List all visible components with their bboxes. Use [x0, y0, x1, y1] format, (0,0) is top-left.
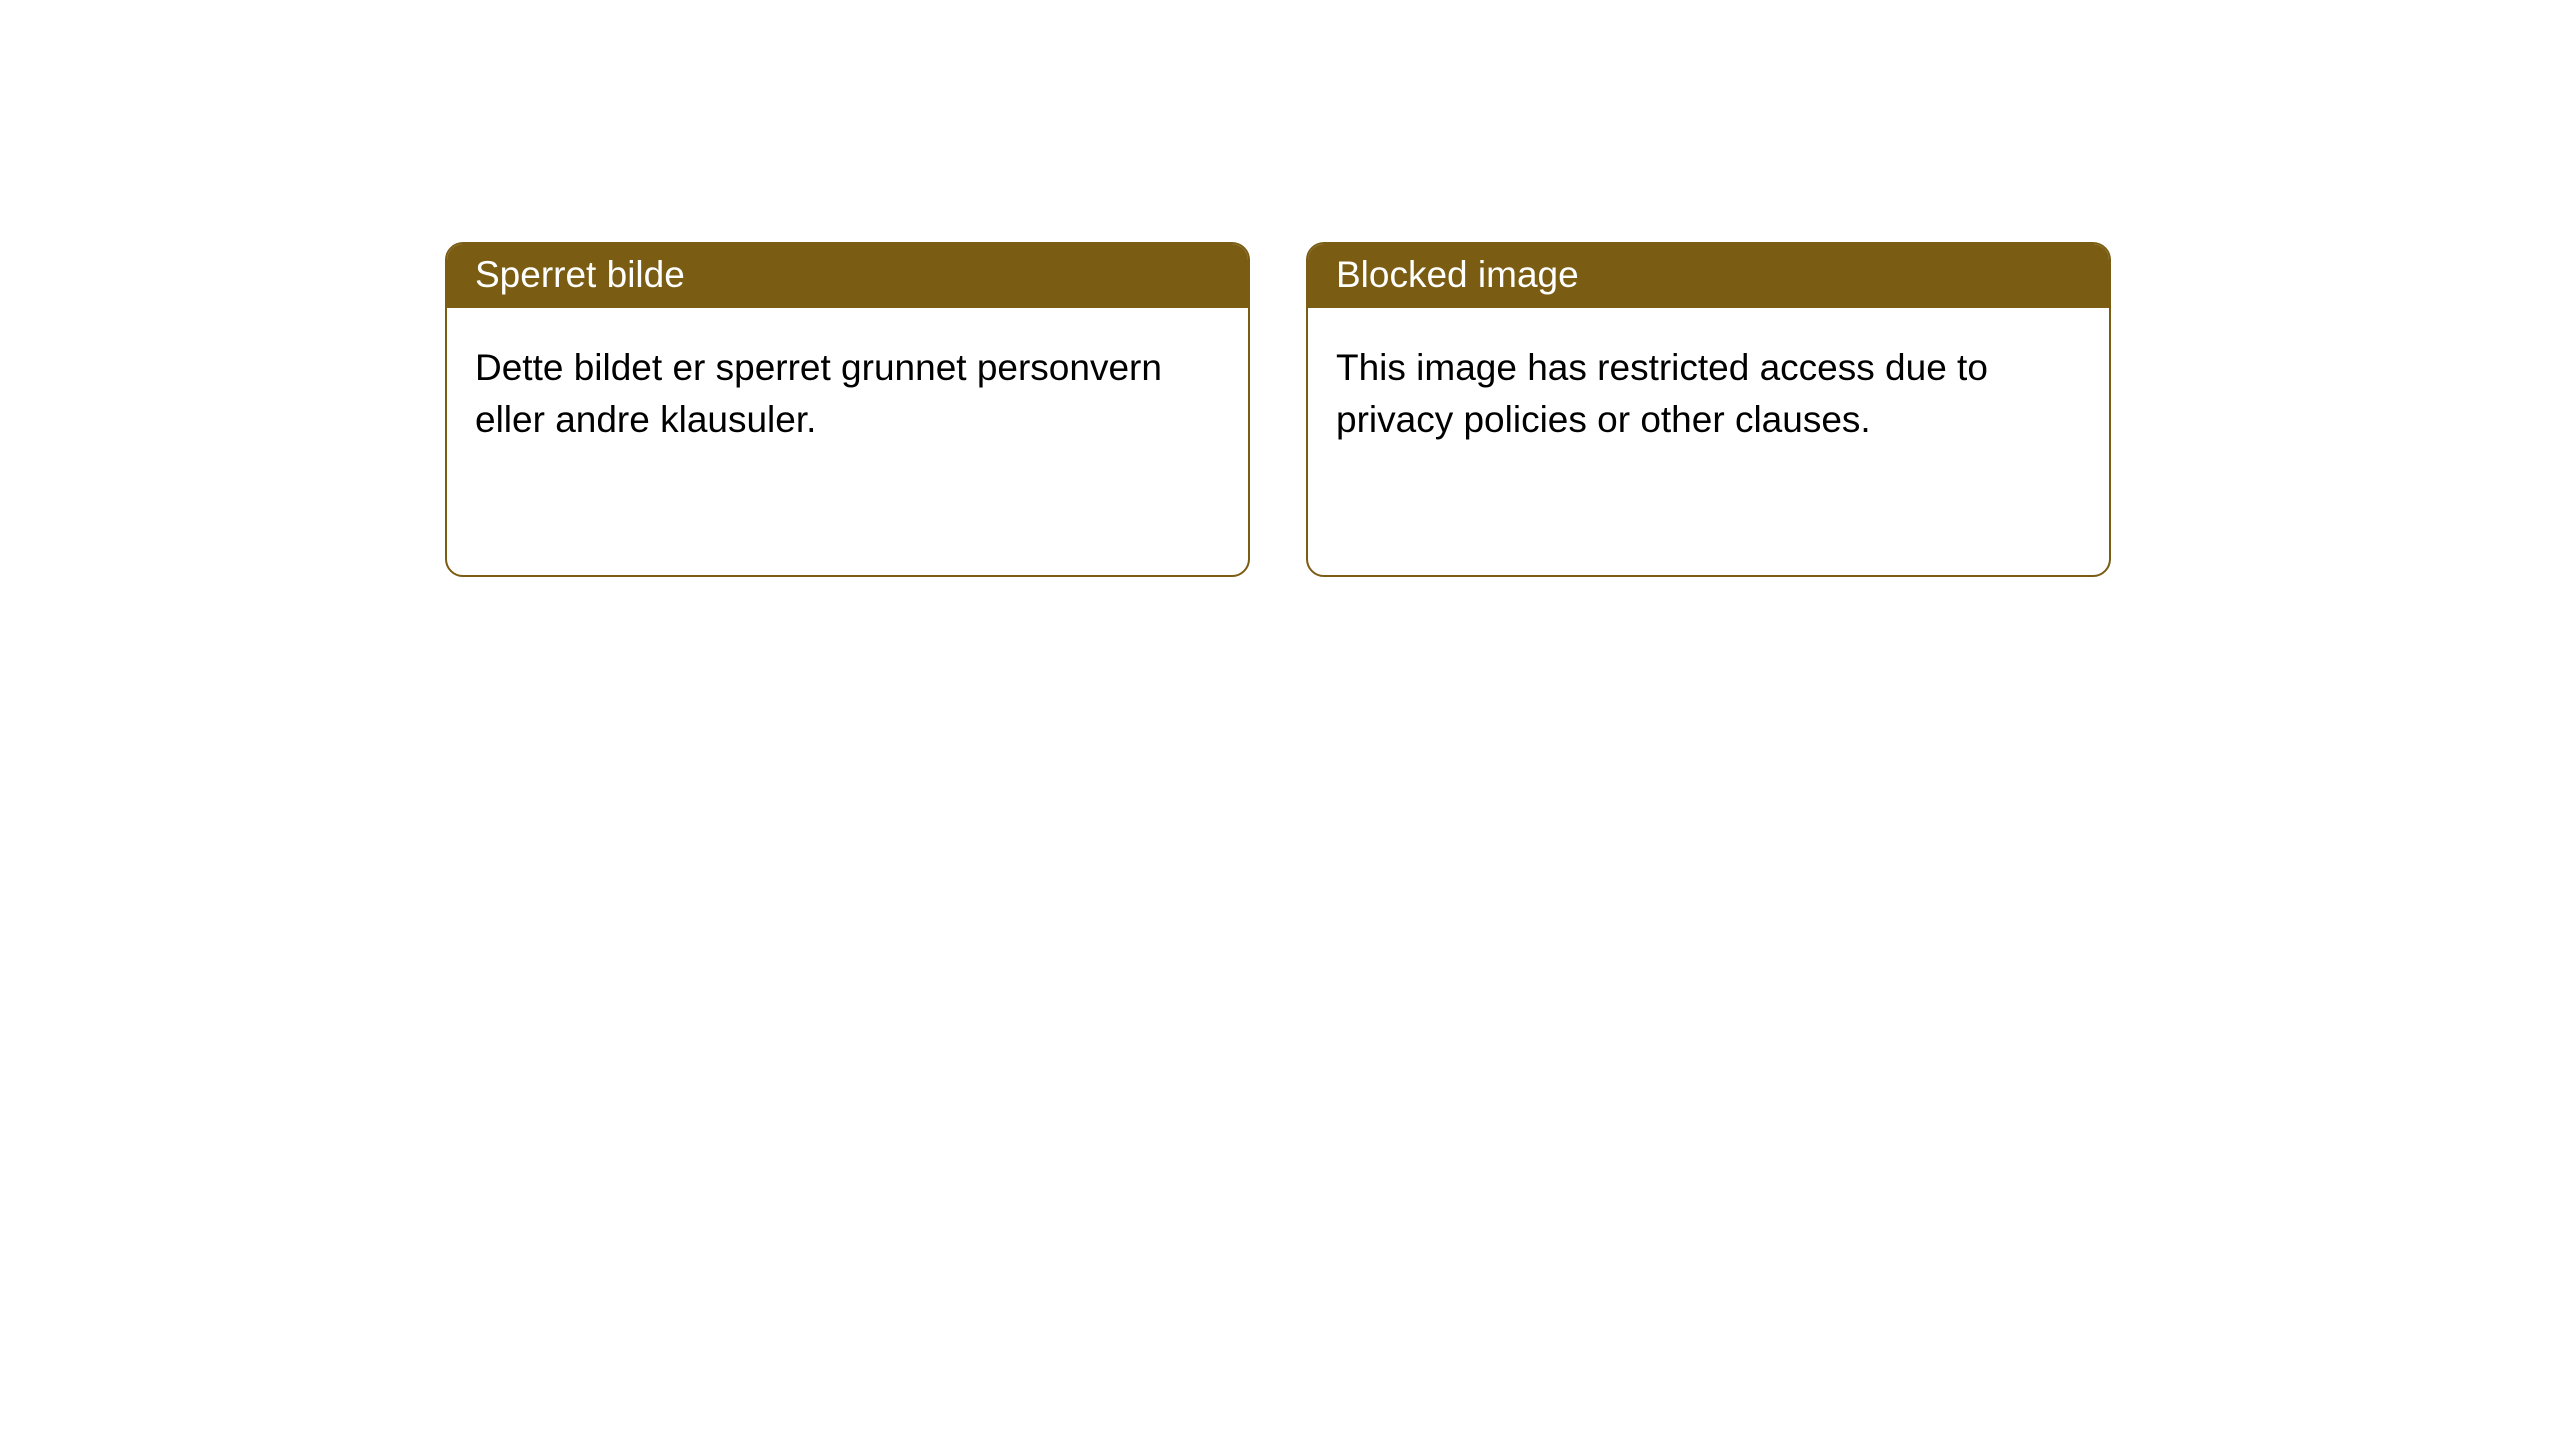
card-body-text: This image has restricted access due to … [1336, 347, 1988, 440]
card-body: This image has restricted access due to … [1308, 308, 2109, 480]
card-body: Dette bildet er sperret grunnet personve… [447, 308, 1248, 480]
card-header: Blocked image [1308, 244, 2109, 308]
notice-cards-container: Sperret bilde Dette bildet er sperret gr… [445, 242, 2111, 577]
card-header: Sperret bilde [447, 244, 1248, 308]
card-title: Blocked image [1336, 254, 1579, 295]
notice-card-norwegian: Sperret bilde Dette bildet er sperret gr… [445, 242, 1250, 577]
card-body-text: Dette bildet er sperret grunnet personve… [475, 347, 1162, 440]
card-title: Sperret bilde [475, 254, 685, 295]
notice-card-english: Blocked image This image has restricted … [1306, 242, 2111, 577]
